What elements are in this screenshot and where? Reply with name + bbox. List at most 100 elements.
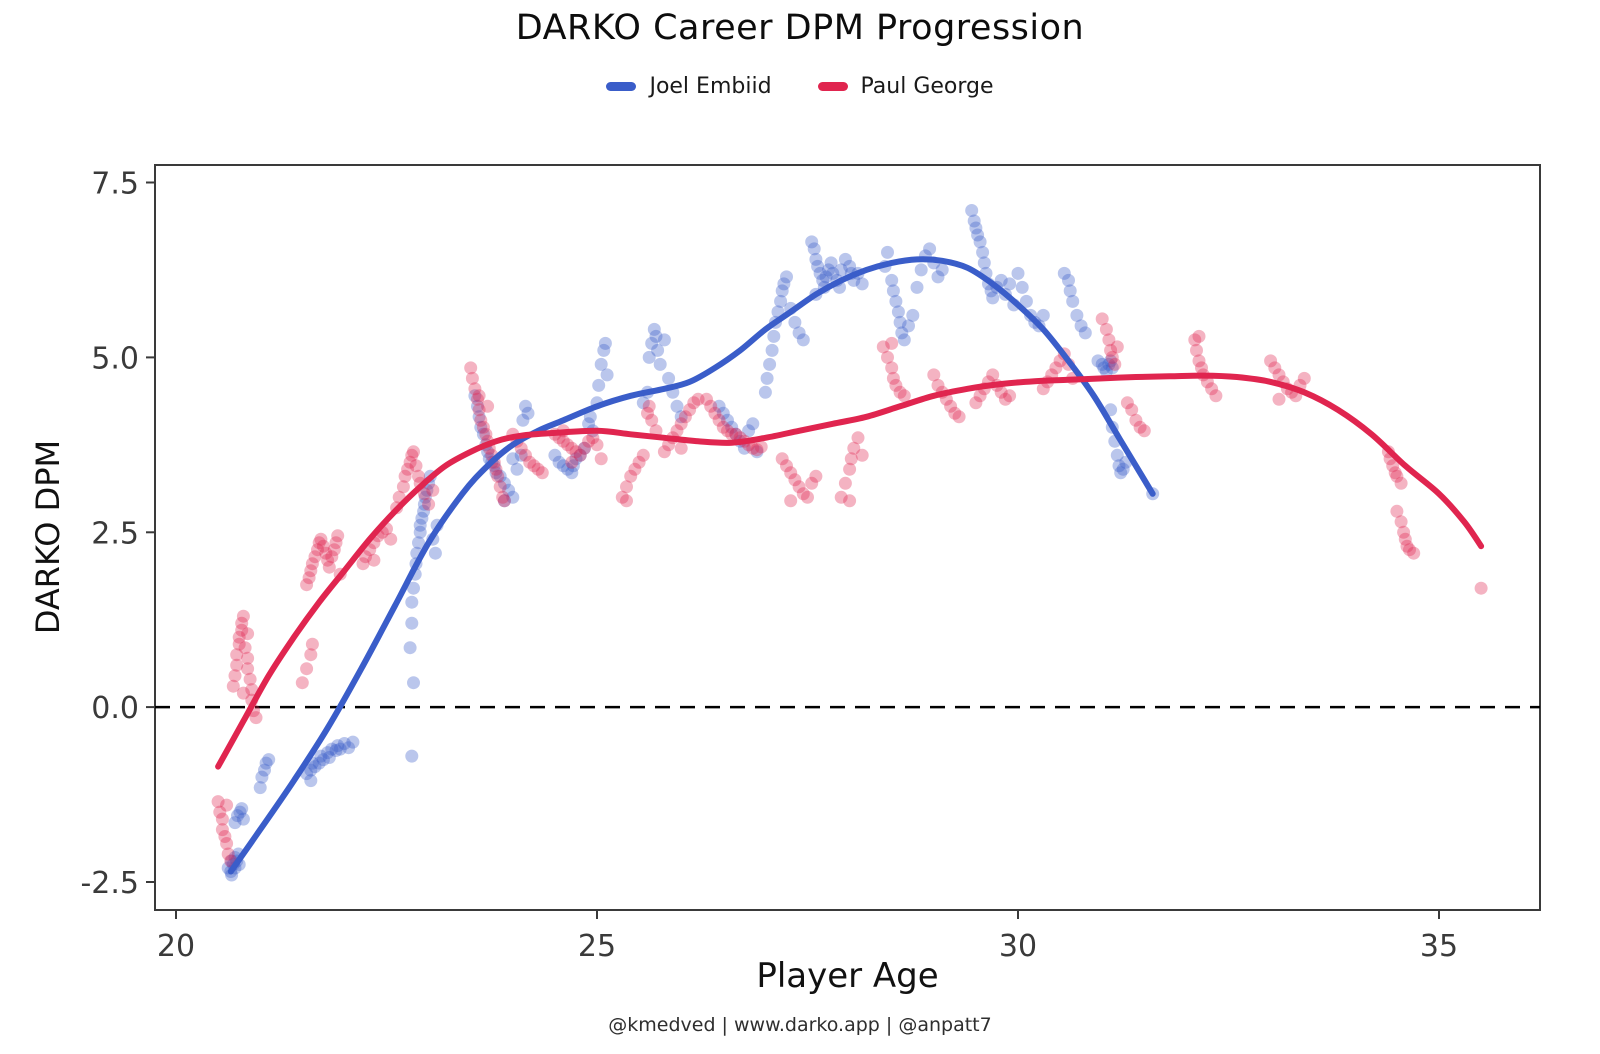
scatter-point xyxy=(405,448,419,462)
scatter-point xyxy=(641,406,654,420)
scatter-point xyxy=(893,315,907,329)
scatter-point xyxy=(418,490,432,504)
trend-line-paul-george xyxy=(215,372,1485,770)
scatter-point xyxy=(322,751,336,764)
scatter-point xyxy=(590,438,604,452)
scatter-point xyxy=(600,368,614,382)
scatter-point xyxy=(914,263,928,277)
plot-border xyxy=(154,164,1541,911)
scatter-point xyxy=(826,266,840,280)
scatter-point xyxy=(1108,357,1122,371)
scatter-point xyxy=(597,343,611,357)
scatter-point xyxy=(651,343,665,357)
scatter-point xyxy=(1137,424,1151,438)
scatter-point xyxy=(967,214,981,228)
scatter-point xyxy=(784,494,798,508)
scatter-point xyxy=(1133,420,1147,434)
scatter-point xyxy=(931,378,945,392)
scatter-point xyxy=(321,746,335,760)
scatter-point xyxy=(784,466,798,480)
scatter-point xyxy=(304,763,318,777)
x-tick-label: 20 xyxy=(157,929,195,964)
scatter-point xyxy=(1209,389,1223,403)
scatter-point xyxy=(314,749,328,763)
scatter-point xyxy=(561,438,575,452)
x-tick-label: 25 xyxy=(578,929,616,964)
scatter-point xyxy=(792,480,806,494)
scatter-point xyxy=(238,641,252,655)
scatter-point xyxy=(220,837,234,850)
scatter-point xyxy=(1097,361,1111,375)
scatter-point xyxy=(514,448,528,462)
scatter-point xyxy=(891,305,905,319)
scatter-point xyxy=(657,333,671,347)
scatter-point xyxy=(1272,392,1286,406)
scatter-point xyxy=(305,557,319,571)
scatter-point xyxy=(1192,329,1206,343)
scatter-point xyxy=(906,308,920,322)
scatter-point xyxy=(1268,361,1282,375)
scatter-point xyxy=(678,410,692,424)
scatter-point xyxy=(476,420,490,434)
scatter-point xyxy=(493,469,507,483)
scatter-point xyxy=(519,448,532,462)
scatter-point xyxy=(329,744,343,757)
scatter-point xyxy=(415,511,429,525)
scatter-point xyxy=(712,399,726,413)
scatter-point xyxy=(973,235,987,249)
scatter-point xyxy=(464,361,478,375)
scatter-point xyxy=(944,399,958,413)
scatter-point xyxy=(1015,280,1029,294)
scatter-point xyxy=(763,357,777,371)
scatter-point xyxy=(774,294,788,308)
scatter-point xyxy=(233,805,247,819)
scatter-point xyxy=(811,259,825,273)
scatter-point xyxy=(329,536,343,550)
scatter-point xyxy=(813,266,827,280)
scatter-point xyxy=(788,473,802,487)
scatter-point xyxy=(220,798,234,812)
scatter-point xyxy=(506,490,520,504)
scatter-point xyxy=(1110,448,1124,462)
scatter-point xyxy=(1110,340,1124,354)
scatter-point xyxy=(834,263,848,277)
scatter-point xyxy=(935,263,949,277)
y-tick-label: -2.5 xyxy=(80,866,139,901)
scatter-point xyxy=(308,550,322,564)
scatter-point xyxy=(674,441,688,455)
scatter-point xyxy=(582,417,596,431)
scatter-point xyxy=(413,518,427,532)
x-axis-label: Player Age xyxy=(756,956,939,996)
scatter-point xyxy=(708,406,722,420)
scatter-point xyxy=(876,340,890,354)
trend-line-joel-embiid xyxy=(227,256,1156,875)
scatter-point xyxy=(886,371,900,385)
scatter-point xyxy=(1003,389,1017,403)
scatter-point xyxy=(855,277,869,291)
scatter-point xyxy=(645,413,659,427)
scatter-point xyxy=(325,550,339,564)
scatter-point xyxy=(700,392,713,406)
scatter-point xyxy=(403,455,417,469)
legend-label: Joel Embiid xyxy=(649,74,772,99)
scatter-point xyxy=(211,795,225,809)
scatter-point xyxy=(632,455,646,469)
scatter-point xyxy=(531,462,545,476)
scatter-point xyxy=(523,455,537,469)
scatter-point xyxy=(302,571,316,585)
scatter-point xyxy=(426,483,440,497)
scatter-point xyxy=(232,637,246,651)
scatter-point xyxy=(662,371,676,385)
scatter-point xyxy=(359,550,372,564)
scatter-point xyxy=(805,476,819,490)
scatter-point xyxy=(1102,333,1116,347)
scatter-point xyxy=(413,525,427,539)
scatter-point xyxy=(384,532,398,546)
scatter-point xyxy=(407,445,420,459)
scatter-point xyxy=(228,669,242,683)
scatter-point xyxy=(674,417,688,431)
scatter-point xyxy=(405,749,419,763)
scatter-point xyxy=(465,371,479,385)
scatter-point xyxy=(1095,312,1109,326)
scatter-point xyxy=(314,532,328,546)
